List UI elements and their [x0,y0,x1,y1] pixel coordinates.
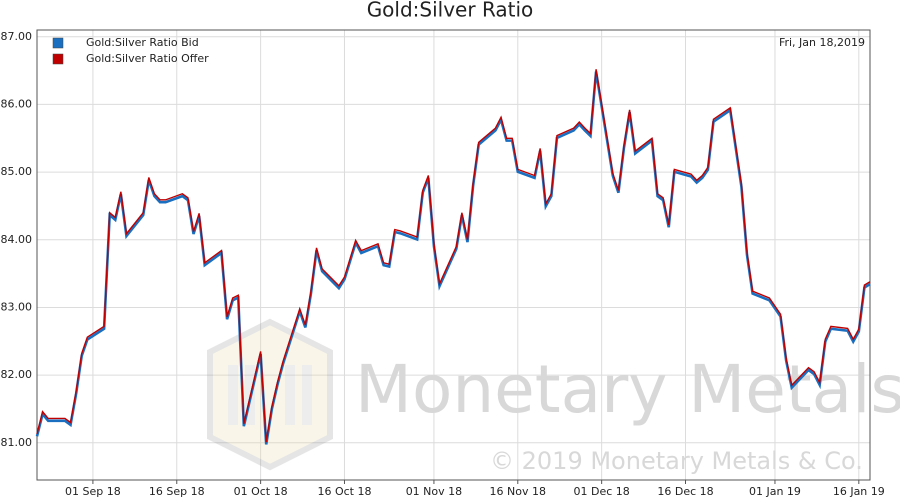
x-tick-label: 16 Oct 18 [317,485,371,498]
legend-swatch [52,53,64,65]
y-tick-label: 85.00 [1,165,33,178]
legend-label: Gold:Silver Ratio Offer [86,52,209,65]
x-tick-label: 01 Dec 18 [574,485,630,498]
x-tick-label: 16 Sep 18 [149,485,205,498]
y-tick-label: 86.00 [1,97,33,110]
plot-area [36,29,871,481]
logo [207,318,333,471]
copyright: © 2019 Monetary Metals & Co. [490,447,863,475]
series-line [35,71,871,445]
x-tick-label: 01 Jan 19 [749,485,801,498]
y-tick-label: 87.00 [1,30,33,43]
x-tick-label: 01 Oct 18 [234,485,288,498]
series-line [36,69,871,443]
chart-title: Gold:Silver Ratio [367,0,534,22]
legend-swatch [52,37,64,49]
y-tick-label: 83.00 [1,300,33,313]
y-tick-label: 82.00 [1,368,33,381]
x-tick-label: 01 Sep 18 [65,485,121,498]
x-tick-label: 16 Jan 19 [833,485,885,498]
legend-label: Gold:Silver Ratio Bid [86,36,199,49]
x-tick-label: 16 Dec 18 [657,485,713,498]
y-tick-label: 81.00 [1,436,33,449]
x-tick-label: 16 Nov 18 [490,485,546,498]
watermark: Monetary Metals [355,351,900,428]
y-tick-label: 84.00 [1,233,33,246]
x-tick-label: 01 Nov 18 [406,485,462,498]
annotation: Fri, Jan 18,2019 [779,36,865,49]
